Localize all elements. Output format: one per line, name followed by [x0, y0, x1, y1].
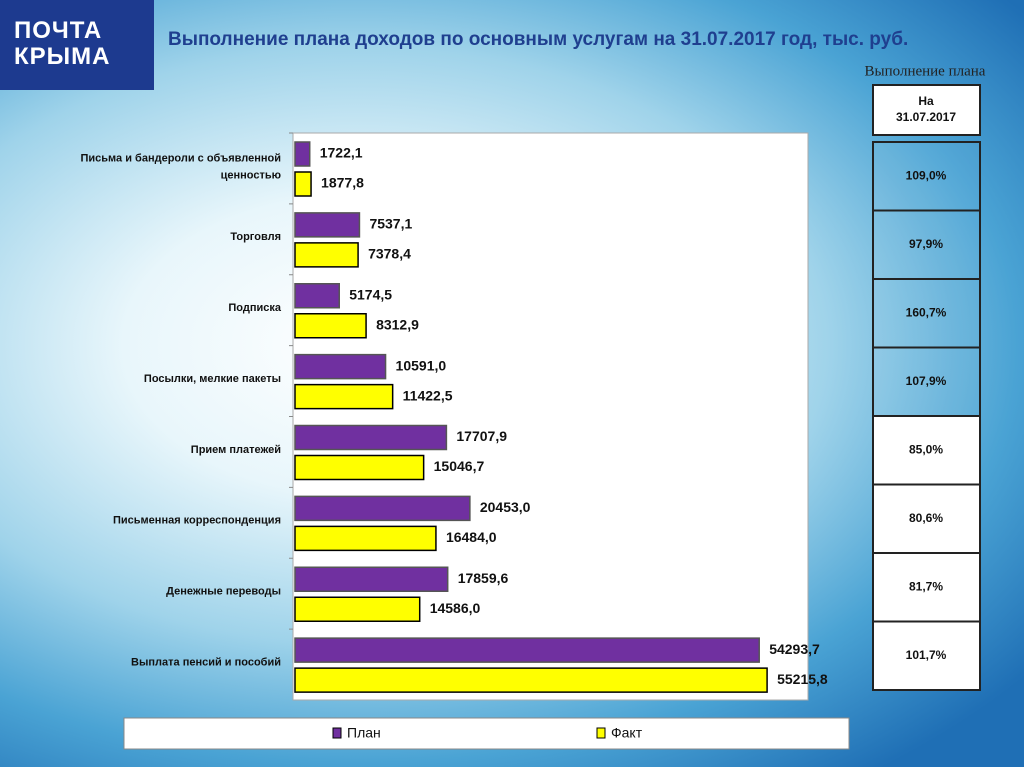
table-value: 97,9% [909, 237, 943, 251]
table-cell [872, 483, 981, 554]
chart-title: Выполнение плана доходов по основным усл… [168, 29, 909, 50]
bar [294, 212, 361, 238]
data-label: 5174,5 [349, 286, 392, 302]
data-label: 20453,0 [480, 499, 531, 515]
table-cell [872, 346, 981, 417]
bar [294, 667, 768, 693]
label-line: ценностью [221, 169, 281, 181]
bar [294, 171, 312, 197]
logo-text: КРЫМА [14, 43, 111, 70]
table-value: 109,0% [906, 168, 947, 182]
bar [294, 495, 471, 522]
table-cell [872, 552, 981, 623]
bar [294, 353, 387, 380]
data-label: 14586,0 [430, 600, 481, 616]
logo-text: ПОЧТА [14, 17, 103, 44]
bar [294, 313, 367, 339]
table-value: 160,7% [906, 305, 947, 319]
table-cell [872, 209, 981, 280]
bar [294, 566, 449, 592]
data-label: 17859,6 [458, 570, 509, 586]
legend-box [123, 717, 850, 750]
data-label: 11422,5 [403, 387, 453, 403]
y-tick-label: Посылки, мелкие пакеты [144, 373, 281, 385]
data-label: 17707,9 [456, 428, 507, 444]
legend-label: План [347, 725, 381, 741]
bar [294, 283, 340, 309]
bar [294, 383, 394, 410]
data-label: 10591,0 [396, 357, 447, 373]
y-tick-label: Выплата пенсий и пособий [131, 656, 281, 668]
label-line: На [918, 94, 934, 108]
table-value: 80,6% [909, 511, 943, 525]
data-label: 1722,1 [320, 145, 363, 161]
table-value: 81,7% [909, 579, 943, 593]
bar [294, 242, 359, 268]
data-label: 54293,7 [769, 641, 820, 657]
bar [294, 637, 760, 663]
data-label: 55215,8 [777, 671, 828, 687]
table-caption: Выполнение плана [865, 63, 986, 79]
data-label: 15046,7 [434, 458, 485, 474]
y-tick-label: Подписка [228, 302, 281, 314]
data-label: 7537,1 [369, 216, 412, 232]
table-header-cell [872, 84, 981, 136]
logo: ПОЧТА КРЫМА [0, 0, 154, 90]
bar [294, 424, 448, 451]
label-line: 31.07.2017 [896, 110, 956, 124]
legend-swatch [332, 727, 342, 739]
label-line: Письма и бандероли с объявленной [81, 152, 282, 164]
table-value: 101,7% [906, 648, 947, 662]
y-tick-label: Письменная корреспонденция [113, 515, 281, 527]
data-label: 7378,4 [368, 246, 411, 262]
data-label: 16484,0 [446, 529, 497, 545]
bar [294, 141, 311, 167]
y-tick-label: Торговля [230, 231, 281, 243]
table-value: 85,0% [909, 442, 943, 456]
data-label: 8312,9 [376, 316, 419, 332]
legend-label: Факт [611, 725, 643, 741]
table-cell [872, 620, 981, 691]
y-tick-label: Прием платежей [191, 444, 281, 456]
bar [294, 454, 425, 481]
bar [294, 596, 421, 622]
table-header: На 31.07.2017 [896, 94, 956, 124]
y-tick-label: Денежные переводы [166, 586, 281, 598]
legend-swatch [596, 727, 606, 739]
table-cell [872, 278, 981, 349]
bar [294, 525, 437, 552]
data-label: 1877,8 [321, 175, 364, 191]
y-tick-label: Письма и бандероли с объявленной ценность… [81, 152, 282, 181]
table-value: 107,9% [906, 374, 947, 388]
